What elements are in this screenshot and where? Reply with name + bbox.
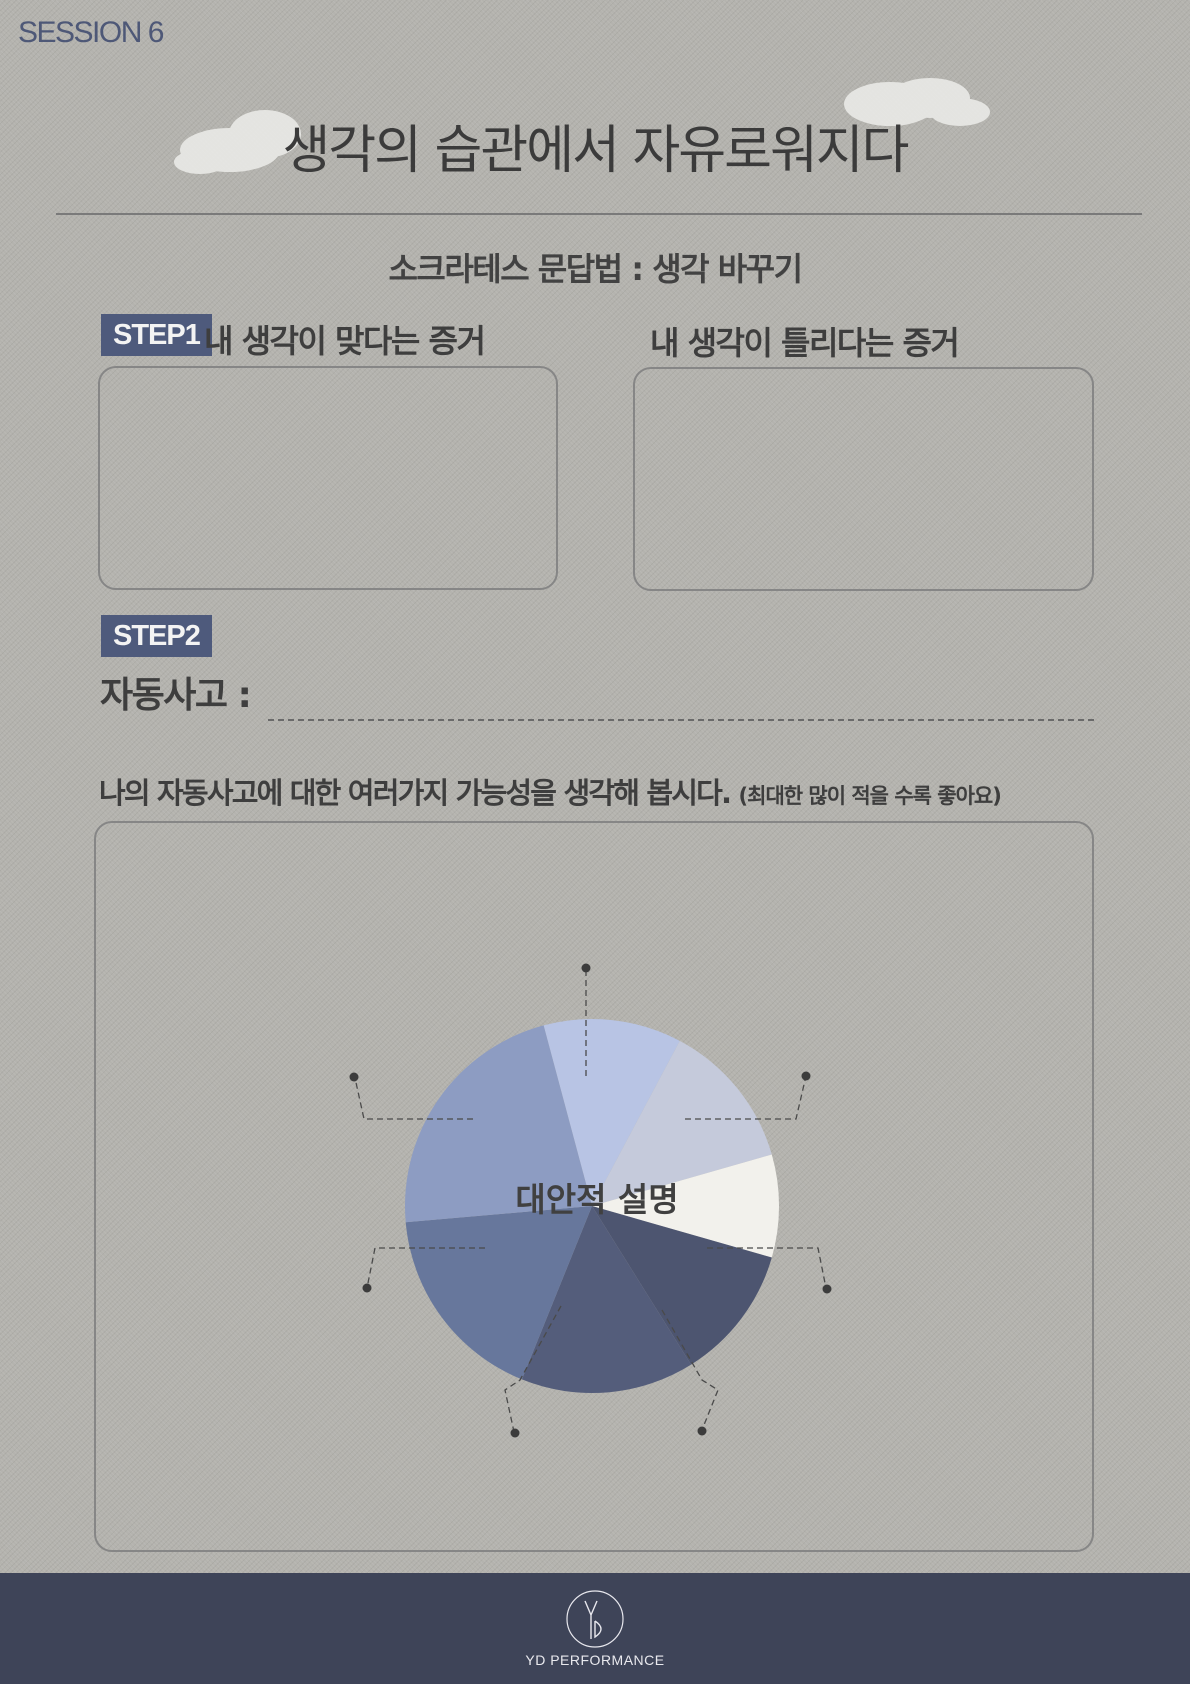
pie-slice: [592, 1206, 772, 1365]
yd-logo-icon: [566, 1590, 624, 1648]
evidence-against-box[interactable]: [633, 367, 1094, 591]
pie-callout-dot: [697, 1426, 707, 1436]
evidence-against-label: 내 생각이 틀리다는 증거: [650, 324, 960, 362]
pie-slices: [404, 1019, 780, 1394]
section-subtitle: 소크라테스 문답법 : 생각 바꾸기: [388, 250, 803, 288]
alternatives-prompt-text: 나의 자동사고에 대한 여러가지 가능성을 생각해 봅시다.: [99, 776, 732, 810]
divider: [56, 213, 1142, 215]
pie-callout-line: [685, 1075, 807, 1120]
pie-callout-dot: [362, 1283, 372, 1293]
pie-slice: [405, 1206, 592, 1380]
step2-badge: STEP2: [101, 615, 212, 657]
footer-brand: YD PERFORMANCE: [525, 1652, 665, 1668]
evidence-for-box[interactable]: [98, 366, 558, 590]
pie-slice: [592, 1154, 780, 1258]
pie-callout-dot: [581, 963, 591, 973]
pie-callout-line: [366, 1247, 485, 1289]
pie-callout-line: [707, 1247, 827, 1289]
pie-slice: [521, 1206, 692, 1394]
pie-callout-dot: [349, 1072, 359, 1082]
alternatives-box[interactable]: [94, 821, 1094, 1552]
session-label: SESSION 6: [18, 16, 164, 49]
pie-callout-line: [661, 1309, 719, 1431]
pie-callout-dot: [801, 1071, 811, 1081]
pie-slice: [404, 1025, 592, 1223]
pie-slice: [592, 1040, 772, 1206]
step1-badge: STEP1: [101, 314, 212, 356]
pie-callout-lines: [354, 970, 827, 1433]
alternatives-prompt-note: (최대한 많이 적을 수록 좋아요): [738, 784, 1002, 808]
pie-callout-dots: [349, 963, 832, 1438]
auto-thought-label: 자동사고 :: [100, 675, 252, 716]
pie-callout-dot: [822, 1284, 832, 1294]
pie-slice: [543, 1019, 680, 1206]
page-title: 생각의 습관에서 자유로워지다: [282, 121, 910, 181]
auto-thought-line[interactable]: [268, 719, 1094, 721]
pie-center-label: 대안적 설명: [515, 1180, 678, 1219]
alternatives-prompt: 나의 자동사고에 대한 여러가지 가능성을 생각해 봅시다. (최대한 많이 적…: [99, 770, 1002, 812]
pie-callout-dot: [510, 1428, 520, 1438]
evidence-for-label: 내 생각이 맞다는 증거: [204, 322, 486, 360]
cloud-decoration: [174, 78, 990, 174]
pie-callout-line: [504, 1305, 562, 1433]
